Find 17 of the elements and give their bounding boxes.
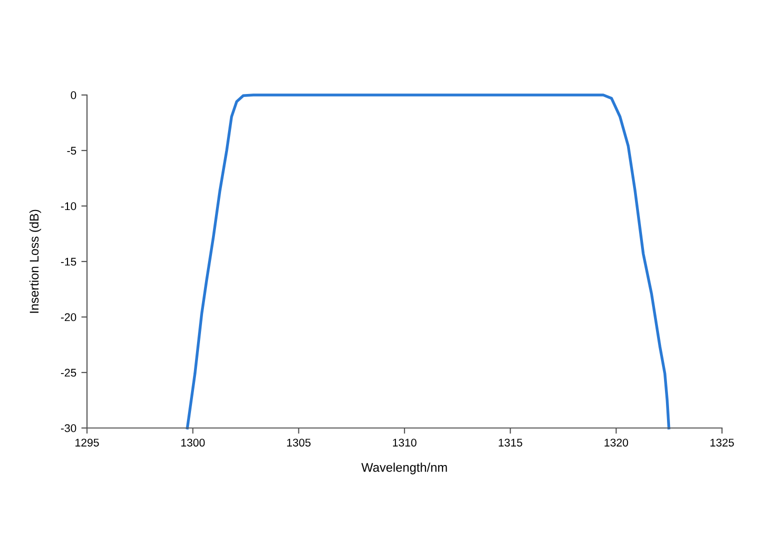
x-axis-title: Wavelength/nm	[361, 462, 447, 474]
x-tick-label: 1300	[181, 438, 205, 447]
y-tick-label: -10	[61, 202, 76, 210]
y-tick-label: 0	[70, 91, 76, 100]
x-tick-label: 1320	[604, 438, 628, 447]
y-tick-label: -5	[67, 146, 76, 155]
y-tick-label: -30	[61, 424, 76, 432]
x-tick-label: 1310	[392, 438, 416, 447]
y-tick-label: -25	[61, 368, 76, 377]
y-axis-title: Insertion Loss (dB)	[29, 210, 42, 313]
x-tick-label: 1315	[498, 438, 522, 447]
y-tick-label: -15	[61, 258, 76, 266]
x-tick-label: 1295	[75, 438, 99, 447]
y-tick-label: -20	[61, 313, 76, 322]
x-tick-label: 1325	[710, 438, 734, 447]
line-series	[186, 94, 670, 430]
x-tick-label: 1305	[287, 438, 311, 447]
